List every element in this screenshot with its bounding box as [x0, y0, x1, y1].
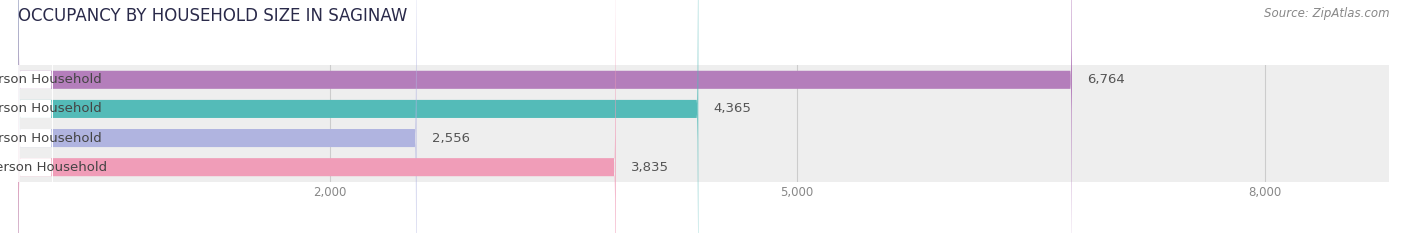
Text: 1-Person Household: 1-Person Household [0, 73, 103, 86]
FancyBboxPatch shape [18, 0, 699, 233]
FancyBboxPatch shape [18, 0, 53, 233]
FancyBboxPatch shape [18, 0, 53, 233]
FancyBboxPatch shape [18, 0, 616, 233]
Text: OCCUPANCY BY HOUSEHOLD SIZE IN SAGINAW: OCCUPANCY BY HOUSEHOLD SIZE IN SAGINAW [18, 7, 408, 25]
Text: 6,764: 6,764 [1088, 73, 1125, 86]
FancyBboxPatch shape [18, 0, 416, 233]
Text: Source: ZipAtlas.com: Source: ZipAtlas.com [1264, 7, 1389, 20]
FancyBboxPatch shape [18, 65, 1389, 94]
FancyBboxPatch shape [18, 123, 1389, 153]
Text: 4+ Person Household: 4+ Person Household [0, 161, 107, 174]
Text: 3,835: 3,835 [631, 161, 669, 174]
Text: 4,365: 4,365 [714, 103, 752, 115]
FancyBboxPatch shape [18, 94, 1389, 123]
Text: 2-Person Household: 2-Person Household [0, 103, 103, 115]
Text: 2,556: 2,556 [432, 132, 470, 144]
FancyBboxPatch shape [18, 0, 53, 233]
Text: 3-Person Household: 3-Person Household [0, 132, 103, 144]
FancyBboxPatch shape [18, 0, 1071, 233]
FancyBboxPatch shape [18, 153, 1389, 182]
FancyBboxPatch shape [18, 0, 53, 233]
